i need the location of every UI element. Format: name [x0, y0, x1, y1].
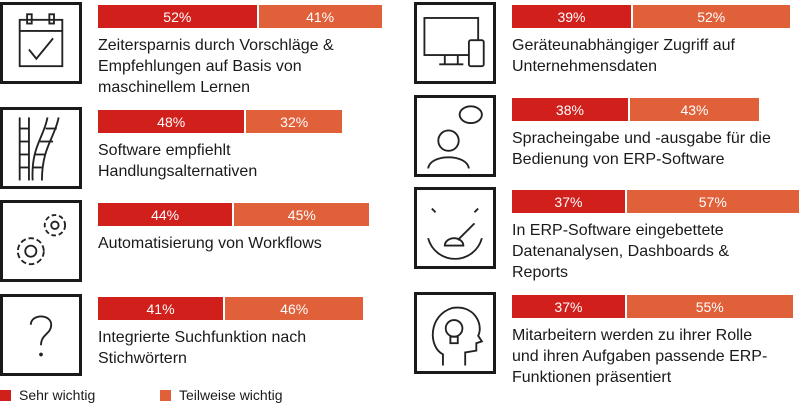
bar-segment-teilweise-wichtig: 32%	[244, 110, 342, 133]
stacked-bar: 39% 52%	[512, 5, 790, 28]
head-lightbulb-icon	[414, 292, 496, 374]
calendar-check-icon	[0, 2, 82, 84]
branching-ladder-icon	[0, 107, 82, 189]
stacked-bar: 41% 46%	[98, 297, 364, 320]
item-label: Zeitersparnis durch Vorschläge & Empfehl…	[98, 37, 334, 96]
bar-segment-sehr-wichtig: 44%	[98, 203, 233, 226]
bar-segment-sehr-wichtig: 52%	[98, 5, 257, 28]
gears-icon	[0, 200, 82, 282]
stacked-bar: 44% 45%	[98, 203, 370, 226]
stacked-bar: 48% 32%	[98, 110, 342, 133]
bar-segment-sehr-wichtig: 37%	[512, 295, 625, 318]
bar-segment-teilweise-wichtig: 57%	[624, 190, 799, 213]
stacked-bar: 37% 55%	[512, 295, 793, 318]
item-label: In ERP-Software eingebettete Datenanalys…	[512, 222, 730, 281]
item-label: Mitarbeitern werden zu ihrer Rolle und i…	[512, 327, 768, 386]
legend-swatch	[160, 389, 171, 401]
devices-icon	[414, 2, 496, 84]
bar-segment-teilweise-wichtig: 52%	[630, 5, 790, 28]
item-label: Automatisierung von Workflows	[98, 235, 322, 252]
bar-segment-teilweise-wichtig: 46%	[223, 297, 364, 320]
bar-segment-sehr-wichtig: 48%	[98, 110, 245, 133]
bar-segment-sehr-wichtig: 38%	[512, 98, 628, 121]
item-label: Spracheingabe und -ausgabe für die Bedie…	[512, 130, 771, 168]
legend-swatch	[0, 389, 11, 401]
legend-label: Sehr wichtig	[19, 387, 96, 403]
legend-sehr-wichtig: Sehr wichtig	[0, 387, 95, 403]
bar-segment-teilweise-wichtig: 55%	[624, 295, 793, 318]
stacked-bar: 38% 43%	[512, 98, 760, 121]
bar-segment-teilweise-wichtig: 41%	[256, 5, 382, 28]
item-label: Software empfiehlt Handlungsalternativen	[98, 142, 258, 180]
legend-teilweise-wichtig: Teilweise wichtig	[160, 387, 282, 403]
item-label: Geräteunabhängiger Zugriff auf Unternehm…	[512, 37, 735, 75]
gauge-icon	[414, 187, 496, 269]
bar-segment-sehr-wichtig: 37%	[512, 190, 625, 213]
stacked-bar: 37% 57%	[512, 190, 799, 213]
bar-segment-teilweise-wichtig: 43%	[627, 98, 760, 121]
legend-label: Teilweise wichtig	[179, 387, 283, 403]
stacked-bar: 52% 41%	[98, 5, 382, 28]
question-mark-icon	[0, 294, 82, 376]
bar-segment-teilweise-wichtig: 45%	[232, 203, 370, 226]
speaking-person-icon	[414, 95, 496, 177]
bar-segment-sehr-wichtig: 41%	[98, 297, 224, 320]
item-label: Integrierte Suchfunktion nach Stichwörte…	[98, 329, 307, 367]
bar-segment-sehr-wichtig: 39%	[512, 5, 631, 28]
